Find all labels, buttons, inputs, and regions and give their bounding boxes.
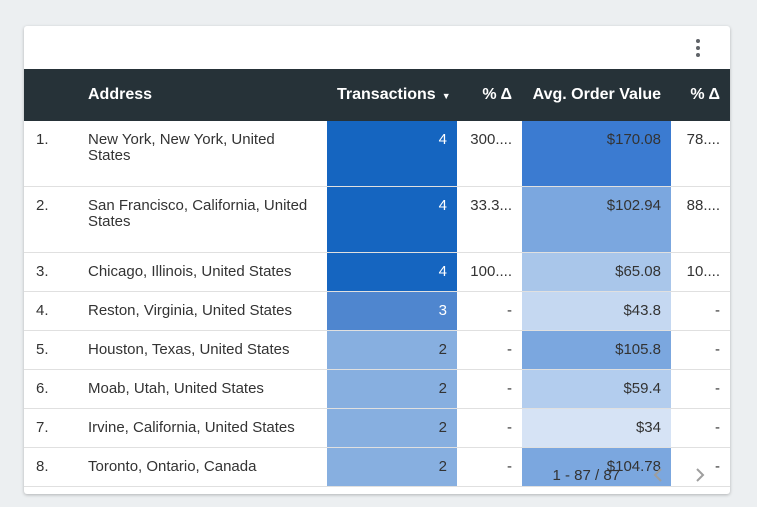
header-avg-order-value[interactable]: Avg. Order Value: [532, 86, 661, 103]
header-index: [24, 69, 78, 121]
row-transactions-pct: -: [457, 369, 522, 409]
row-index: 5.: [24, 330, 78, 370]
row-address: Chicago, Illinois, United States: [78, 252, 327, 292]
row-address: Irvine, California, United States: [78, 408, 327, 448]
row-avg-order-value: $59.4: [522, 369, 671, 409]
row-index: 8.: [24, 447, 78, 487]
row-avg-order-value: $34: [522, 408, 671, 448]
row-address: Moab, Utah, United States: [78, 369, 327, 409]
table-row[interactable]: 2. San Francisco, California, United Sta…: [24, 186, 730, 253]
row-index: 4.: [24, 291, 78, 331]
row-transactions: 2: [327, 369, 457, 409]
row-transactions-pct: -: [457, 291, 522, 331]
row-aov-pct: 78....: [671, 121, 730, 187]
row-index: 3.: [24, 252, 78, 292]
row-avg-order-value: $65.08: [522, 252, 671, 292]
row-aov-pct: 88....: [671, 186, 730, 253]
chevron-right-icon[interactable]: [688, 463, 712, 487]
row-index: 7.: [24, 408, 78, 448]
header-transactions[interactable]: Transactions ▼: [337, 85, 451, 103]
pagination-bar: 1 - 87 / 87: [24, 456, 730, 494]
row-avg-order-value: $105.8: [522, 330, 671, 370]
table-card: Address Transactions ▼ % Δ Avg. Order Val…: [24, 26, 730, 494]
row-aov-pct: -: [671, 447, 730, 487]
row-transactions-pct: 33.3...: [457, 186, 522, 253]
row-transactions: 3: [327, 291, 457, 331]
header-aov-pct[interactable]: % Δ: [690, 86, 720, 103]
row-transactions-pct: -: [457, 330, 522, 370]
header-transactions-pct[interactable]: % Δ: [482, 86, 512, 103]
row-transactions-pct: 300....: [457, 121, 522, 187]
table-row[interactable]: 1. New York, New York, United States 4 3…: [24, 121, 730, 187]
row-avg-order-value: $104.78: [522, 447, 671, 487]
row-avg-order-value: $102.94: [522, 186, 671, 253]
row-address: Toronto, Ontario, Canada: [78, 447, 327, 487]
row-transactions-pct: -: [457, 447, 522, 487]
sort-descending-icon: ▼: [441, 90, 451, 101]
pagination-range: 1 - 87 / 87: [552, 466, 620, 484]
table-row[interactable]: 8. Toronto, Ontario, Canada 2 - $104.78 …: [24, 447, 730, 487]
row-aov-pct: 10....: [671, 252, 730, 292]
row-index: 6.: [24, 369, 78, 409]
chevron-left-icon[interactable]: [646, 463, 670, 487]
row-index: 1.: [24, 121, 78, 187]
row-transactions: 2: [327, 447, 457, 487]
table-row[interactable]: 7. Irvine, California, United States 2 -…: [24, 408, 730, 448]
data-table: Address Transactions ▼ % Δ Avg. Order Val…: [24, 69, 730, 487]
table-row[interactable]: 5. Houston, Texas, United States 2 - $10…: [24, 330, 730, 370]
row-aov-pct: -: [671, 291, 730, 331]
row-aov-pct: -: [671, 330, 730, 370]
row-transactions: 2: [327, 408, 457, 448]
row-address: Reston, Virginia, United States: [78, 291, 327, 331]
row-transactions: 4: [327, 186, 457, 253]
header-address[interactable]: Address: [88, 86, 153, 103]
table-header-row: Address Transactions ▼ % Δ Avg. Order Val…: [24, 69, 730, 121]
table-row[interactable]: 3. Chicago, Illinois, United States 4 10…: [24, 252, 730, 292]
row-aov-pct: -: [671, 408, 730, 448]
row-transactions: 2: [327, 330, 457, 370]
table-row[interactable]: 6. Moab, Utah, United States 2 - $59.4 -: [24, 369, 730, 409]
row-transactions-pct: 100....: [457, 252, 522, 292]
row-address: New York, New York, United States: [78, 121, 327, 187]
row-address: San Francisco, California, United States: [78, 186, 327, 253]
more-vert-icon[interactable]: [688, 38, 708, 58]
row-avg-order-value: $43.8: [522, 291, 671, 331]
row-transactions: 4: [327, 252, 457, 292]
row-address: Houston, Texas, United States: [78, 330, 327, 370]
row-aov-pct: -: [671, 369, 730, 409]
table-row[interactable]: 4. Reston, Virginia, United States 3 - $…: [24, 291, 730, 331]
row-index: 2.: [24, 186, 78, 253]
row-avg-order-value: $170.08: [522, 121, 671, 187]
row-transactions: 4: [327, 121, 457, 187]
row-transactions-pct: -: [457, 408, 522, 448]
